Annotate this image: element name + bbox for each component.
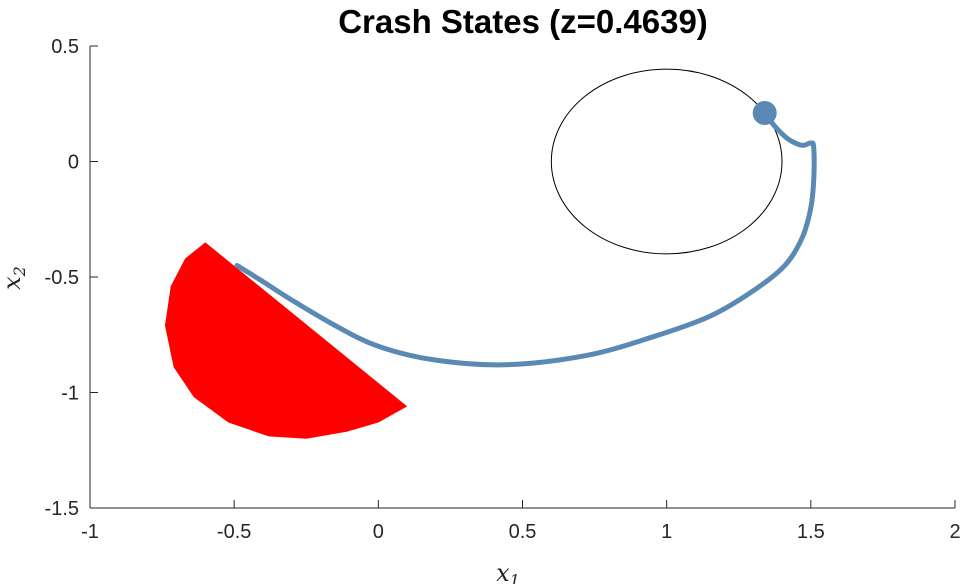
y-axis-label: x2 [0, 266, 29, 290]
trajectory-line [234, 110, 817, 368]
y-tick-label: 0 [68, 152, 79, 174]
x-tick-label: -0.5 [217, 521, 251, 543]
y-tick-label: -0.5 [45, 267, 79, 289]
y-tick-label: -1 [61, 383, 79, 405]
target-circle [550, 68, 783, 255]
chart-title: Crash States (z=0.4639) [338, 3, 708, 40]
x-tick-label: 2 [949, 521, 960, 543]
plot-area [164, 68, 817, 439]
x-axis: -1 -0.5 0 0.5 1 1.5 2 [81, 500, 961, 543]
x-tick-label: 1.5 [797, 521, 825, 543]
x-tick-label: 1 [661, 521, 672, 543]
x-tick-label: 0.5 [509, 521, 537, 543]
y-axis: -1.5 -1 -0.5 0 0.5 [45, 36, 98, 520]
x-axis-label: x1 [496, 559, 520, 584]
trajectory-marker [752, 100, 777, 125]
crash-region [164, 242, 408, 439]
x-tick-label: 0 [373, 521, 384, 543]
y-tick-label: 0.5 [51, 36, 79, 58]
y-tick-label: -1.5 [45, 498, 79, 520]
x-tick-label: -1 [81, 521, 99, 543]
